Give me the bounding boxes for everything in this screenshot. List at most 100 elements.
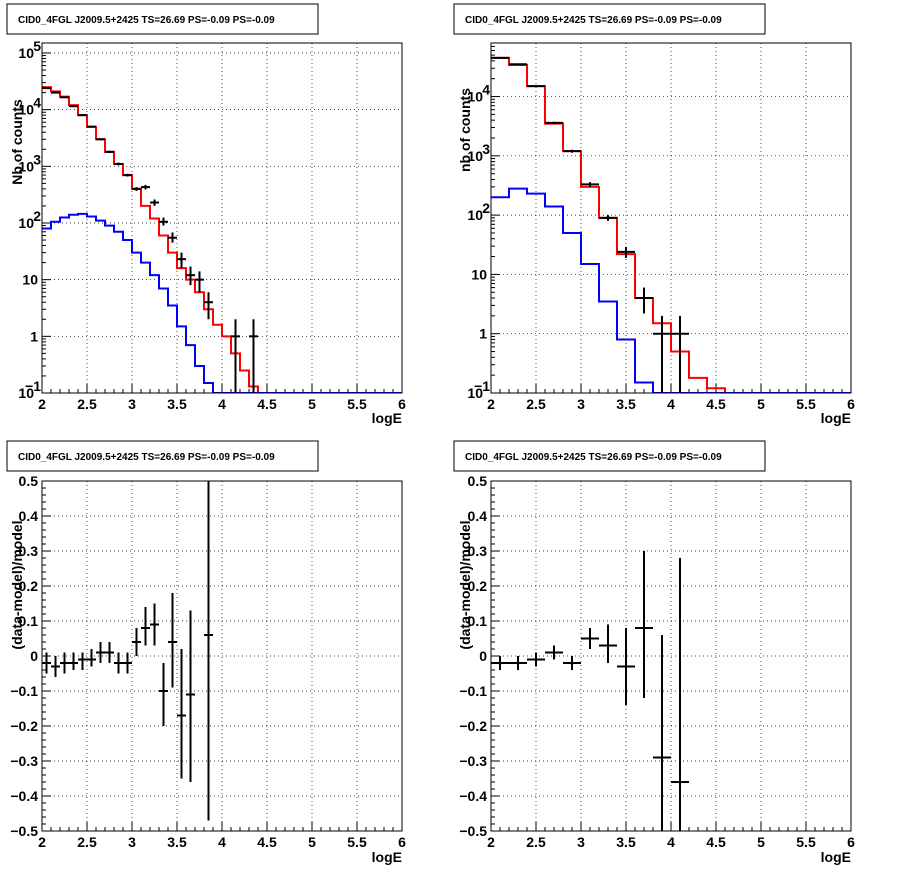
data-point	[653, 315, 671, 393]
x-tick-label: 3	[128, 396, 136, 412]
data-point	[42, 87, 51, 90]
data-point	[527, 652, 545, 667]
data-point	[581, 182, 599, 187]
data-point	[635, 551, 653, 698]
data-point	[204, 292, 213, 320]
panel-top-right: CID0_4FGL J2009.5+2425 TS=26.69 PS=-0.09…	[453, 3, 851, 426]
data-point	[87, 649, 96, 667]
data-point	[87, 125, 96, 128]
histogram-series-1	[42, 212, 402, 393]
y-tick-label: −0.4	[459, 788, 487, 804]
y-tick-label: 0.2	[468, 578, 488, 594]
data-point	[159, 217, 168, 226]
y-tick-exponent: 5	[33, 38, 41, 54]
x-tick-label: 3.5	[167, 396, 187, 412]
histogram-series-0	[491, 56, 851, 393]
x-tick-label: 4	[218, 834, 226, 850]
data-point	[527, 85, 545, 88]
x-tick-label: 4.5	[706, 396, 726, 412]
x-axis-label: logE	[372, 410, 402, 426]
x-tick-label: 3	[577, 396, 585, 412]
y-tick-label: 0.3	[19, 543, 39, 559]
plot-area-2: 2 2.5 3 3.5 4 4.5 5 5.5 6 −0.5 −0.4 −0.3 −0.2 −0.1 0 0.…	[10, 473, 406, 850]
x-tick-label: 3	[577, 834, 585, 850]
data-point	[168, 232, 177, 243]
plot-area-3: 2 2.5 3 3.5 4 4.5 5 5.5 6 −0.5 −0.4 −0.3 −0.2 −0.1 0 0.…	[459, 473, 855, 850]
data-point	[509, 63, 527, 66]
y-tick-exponent: 2	[33, 208, 41, 224]
x-tick-label: 2	[38, 834, 46, 850]
y-tick-exponent: −1	[25, 378, 41, 394]
data-point	[96, 642, 105, 663]
data-point	[132, 187, 141, 191]
data-point	[177, 252, 186, 269]
y-tick-label: 10	[22, 272, 38, 288]
data-point	[69, 652, 78, 670]
x-axis-label: logE	[821, 849, 851, 865]
y-tick-label: 10	[471, 266, 487, 282]
y-tick-label: 10	[467, 89, 483, 105]
y-tick-label: −0.4	[10, 788, 38, 804]
data-point	[96, 138, 105, 141]
y-tick-label: 1	[30, 328, 38, 344]
data-point	[105, 642, 114, 663]
data-point	[105, 150, 114, 153]
data-point	[545, 645, 563, 660]
y-tick-label: 0.5	[468, 473, 488, 489]
data-point	[60, 96, 69, 99]
data-point	[671, 315, 689, 393]
y-axis-label: nb of counts	[457, 88, 473, 172]
y-tick-label: 0.1	[468, 613, 488, 629]
panel-title-box: CID0_4FGL J2009.5+2425 TS=26.69 PS=-0.09…	[453, 3, 766, 35]
y-tick-label: 10	[18, 215, 34, 231]
plot-frame	[490, 42, 852, 394]
y-tick-label: 0.5	[19, 473, 39, 489]
plot-frame	[490, 480, 852, 832]
plot-content	[491, 56, 851, 393]
x-tick-label: 4	[667, 396, 675, 412]
data-point	[60, 652, 69, 674]
x-tick-label: 2	[487, 396, 495, 412]
y-tick-label: 0.3	[468, 543, 488, 559]
y-axis-label: (data-model)/model	[9, 520, 25, 649]
y-tick-label: −0.2	[10, 718, 38, 734]
data-point	[150, 603, 159, 646]
chart-title: CID0_4FGL J2009.5+2425 TS=26.69 PS=-0.09…	[465, 452, 722, 463]
y-tick-label: 10	[467, 207, 483, 223]
x-tick-label: 4	[667, 834, 675, 850]
data-point	[141, 607, 150, 646]
y-axis-label: (data-model)/model	[457, 520, 473, 649]
x-tick-label: 5.5	[347, 396, 367, 412]
data-point	[141, 184, 150, 190]
y-tick-label: 10	[18, 385, 34, 401]
y-tick-exponent: 2	[482, 200, 490, 216]
y-tick-label: −0.5	[10, 823, 38, 839]
data-point	[150, 199, 159, 206]
panel-bottom-right: CID0_4FGL J2009.5+2425 TS=26.69 PS=-0.09…	[453, 440, 851, 865]
data-point	[114, 652, 123, 674]
x-tick-label: 5	[757, 396, 765, 412]
y-tick-label: 10	[18, 158, 34, 174]
y-tick-label: 0.4	[468, 508, 488, 524]
x-tick-label: 5.5	[796, 396, 816, 412]
y-tick-exponent: −1	[474, 378, 490, 394]
x-tick-label: 6	[847, 396, 855, 412]
y-tick-label: −0.1	[10, 683, 38, 699]
data-point	[168, 593, 177, 688]
panel-title-box: CID0_4FGL J2009.5+2425 TS=26.69 PS=-0.09…	[6, 3, 319, 35]
data-point	[491, 656, 509, 670]
data-point	[123, 652, 132, 674]
data-point	[78, 652, 87, 670]
x-tick-label: 5.5	[347, 834, 367, 850]
data-point	[69, 105, 78, 108]
y-tick-label: 1	[479, 326, 487, 342]
plot-content	[491, 551, 689, 831]
y-tick-label: 0	[479, 648, 487, 664]
data-point	[599, 215, 617, 221]
data-point	[204, 481, 213, 821]
data-point	[159, 663, 168, 726]
x-tick-label: 3	[128, 834, 136, 850]
y-tick-label: −0.2	[459, 718, 487, 734]
panel-bottom-left: CID0_4FGL J2009.5+2425 TS=26.69 PS=-0.09…	[6, 440, 402, 865]
x-tick-label: 2.5	[77, 834, 97, 850]
